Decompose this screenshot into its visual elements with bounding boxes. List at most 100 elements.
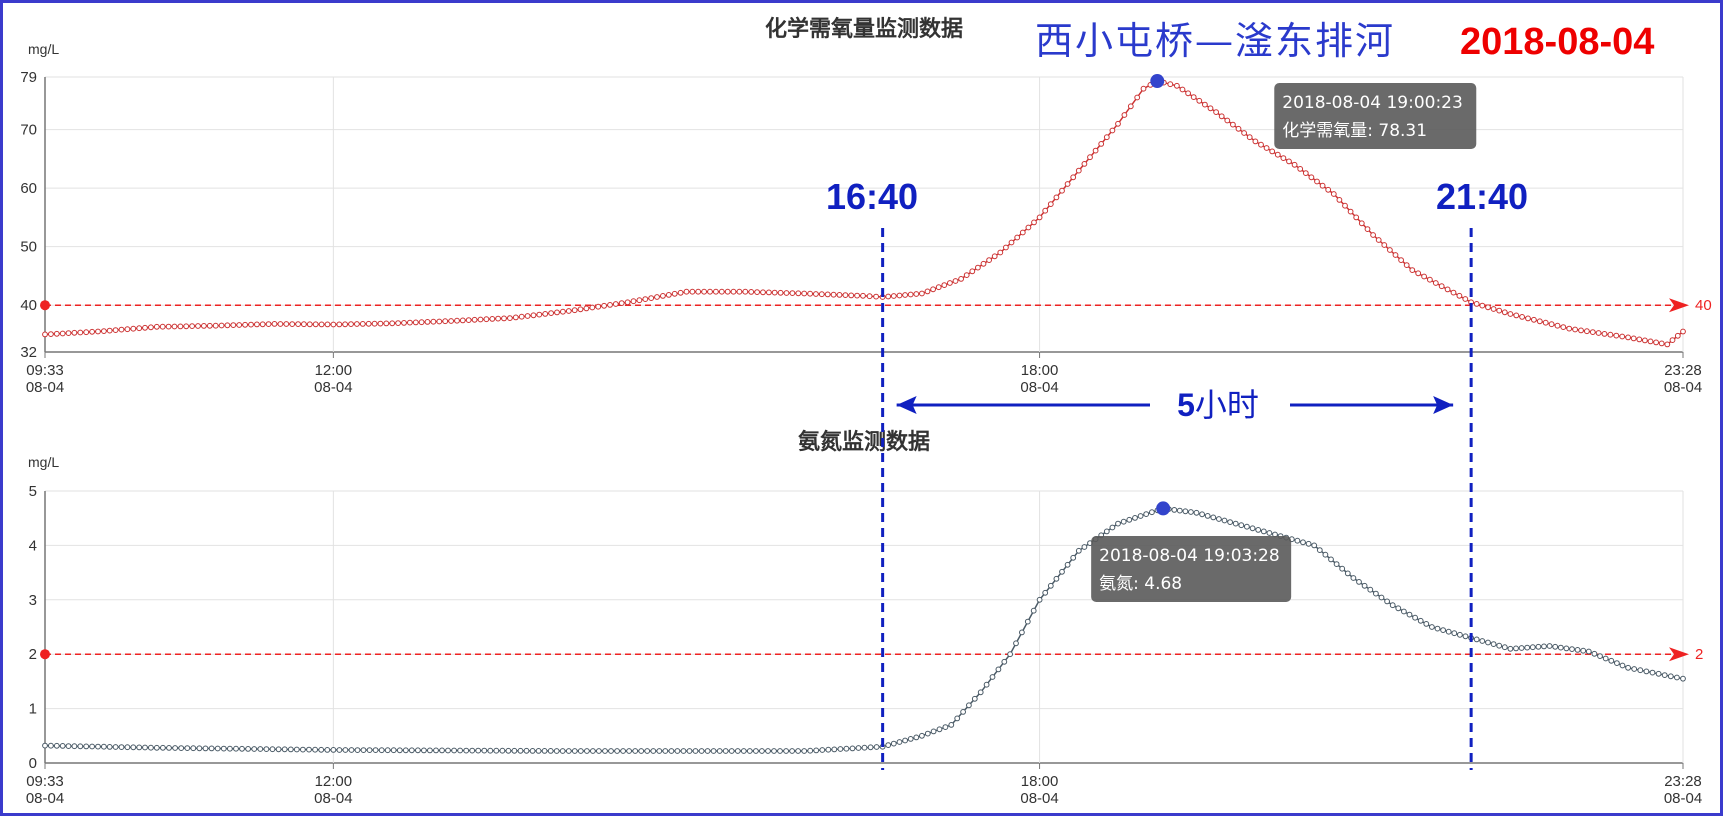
- data-point: [530, 312, 537, 319]
- x-tick-time: 12:00: [315, 773, 353, 790]
- data-point: [1546, 643, 1553, 649]
- data-point: [1406, 611, 1413, 618]
- data-point: [77, 743, 84, 750]
- data-point: [265, 321, 272, 328]
- data-point: [1389, 602, 1396, 609]
- data-point: [1554, 322, 1561, 329]
- data-point: [463, 747, 470, 754]
- data-point: [89, 328, 95, 335]
- data-point: [184, 745, 191, 751]
- data-point: [1361, 582, 1368, 589]
- data-point: [1302, 170, 1309, 177]
- data-point: [1297, 166, 1304, 172]
- data-point: [1358, 220, 1365, 227]
- data-point: [626, 748, 632, 754]
- data-point: [65, 743, 72, 749]
- data-point: [1092, 147, 1099, 154]
- data-point: [1387, 247, 1393, 253]
- data-point: [867, 744, 874, 751]
- data-point: [1196, 97, 1203, 104]
- data-point: [1541, 643, 1547, 650]
- threshold-start-dot: [40, 649, 50, 660]
- data-point: [366, 747, 373, 753]
- data-point: [1167, 81, 1174, 88]
- data-point: [662, 748, 669, 754]
- data-point: [1619, 333, 1626, 340]
- data-point: [1370, 232, 1376, 238]
- data-point: [589, 304, 596, 311]
- data-point: [1513, 645, 1519, 652]
- data-point: [825, 746, 832, 753]
- data-point: [1070, 554, 1077, 561]
- data-point: [220, 745, 227, 752]
- data-point: [1190, 94, 1197, 100]
- data-point: [1235, 125, 1242, 132]
- data-point: [1584, 328, 1590, 335]
- data-point: [1047, 201, 1054, 208]
- data-point: [801, 290, 808, 297]
- data-point: [1501, 309, 1508, 316]
- data-point: [1202, 101, 1208, 108]
- data-point: [507, 315, 513, 322]
- data-point: [789, 748, 795, 754]
- data-point: [1578, 327, 1584, 334]
- report-date: 2018-08-04: [1460, 21, 1654, 63]
- duration-number: 5: [1177, 387, 1195, 423]
- data-point: [1339, 565, 1346, 572]
- data-point: [1680, 328, 1686, 335]
- data-point: [1024, 618, 1031, 625]
- tooltip: 2018-08-04 19:03:28 氨氮: 4.68: [1091, 536, 1292, 602]
- data-point: [293, 746, 300, 753]
- data-point: [960, 709, 966, 715]
- data-point: [59, 330, 66, 337]
- data-point: [1445, 628, 1452, 635]
- data-point: [824, 291, 831, 298]
- data-point: [1134, 94, 1141, 101]
- data-point: [1036, 214, 1043, 221]
- data-point: [801, 748, 808, 754]
- data-point: [577, 748, 584, 754]
- data-point: [1619, 662, 1626, 669]
- data-point: [1300, 539, 1306, 546]
- data-point: [991, 253, 998, 260]
- data-point: [53, 742, 60, 749]
- data-point: [1507, 645, 1514, 652]
- data-point: [1115, 520, 1121, 527]
- data-point: [136, 325, 143, 332]
- data-point: [395, 320, 402, 327]
- data-point: [601, 302, 607, 309]
- data-point: [377, 320, 384, 327]
- data-point: [1241, 130, 1247, 136]
- data-point: [1213, 109, 1219, 115]
- data-point: [195, 323, 201, 329]
- data-point: [1126, 516, 1133, 523]
- data-point: [718, 288, 725, 295]
- data-point: [983, 681, 990, 688]
- data-point: [1344, 570, 1351, 577]
- data-point: [239, 745, 245, 752]
- data-point: [306, 321, 313, 328]
- data-point: [1179, 86, 1186, 93]
- threshold-label: 40: [1695, 297, 1712, 314]
- data-point: [1667, 673, 1674, 680]
- data-point: [612, 301, 619, 307]
- data-point: [106, 327, 113, 334]
- data-point: [614, 748, 620, 754]
- data-point: [1529, 644, 1536, 651]
- data-point: [48, 331, 54, 338]
- data-point: [650, 748, 657, 754]
- x-tick-date: 08-04: [1020, 379, 1058, 396]
- data-point: [818, 291, 825, 298]
- data-point: [746, 748, 753, 754]
- data-point: [1566, 325, 1573, 332]
- data-point: [318, 746, 325, 753]
- data-point: [1409, 267, 1416, 274]
- data-point: [1367, 586, 1374, 593]
- data-point: [275, 746, 282, 753]
- data-point: [759, 748, 765, 754]
- data-point: [560, 308, 566, 315]
- data-point: [1456, 292, 1463, 299]
- data-point: [1059, 568, 1065, 575]
- threshold-label: 2: [1695, 646, 1703, 663]
- data-point: [390, 747, 397, 754]
